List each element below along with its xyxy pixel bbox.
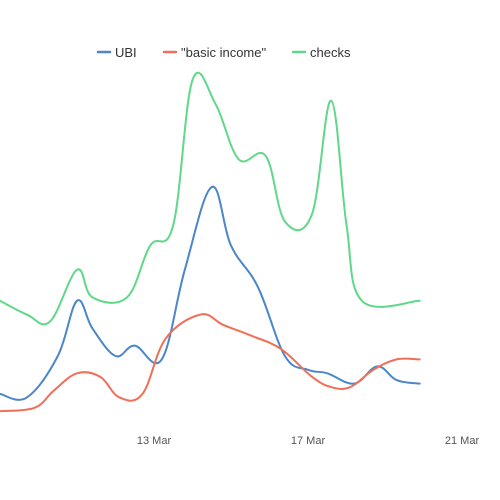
- legend-item-basic-income[interactable]: "basic income": [162, 45, 266, 60]
- legend-item-checks[interactable]: checks: [291, 45, 351, 60]
- legend-item-ubi[interactable]: UBI: [96, 45, 137, 60]
- series-line-basic-income[interactable]: [0, 313, 421, 413]
- legend-label: UBI: [115, 45, 137, 60]
- x-tick-label: 13 Mar: [137, 435, 172, 447]
- series-line-checks[interactable]: [0, 71, 421, 326]
- x-tick-label: 21 Mar: [445, 435, 480, 447]
- legend-label: "basic income": [181, 45, 266, 60]
- plot-area: [0, 71, 421, 413]
- x-tick-label: 17 Mar: [291, 435, 326, 447]
- series-line-ubi[interactable]: [0, 185, 421, 401]
- legend-label: checks: [310, 45, 351, 60]
- legend: UBI "basic income" checks: [96, 45, 351, 60]
